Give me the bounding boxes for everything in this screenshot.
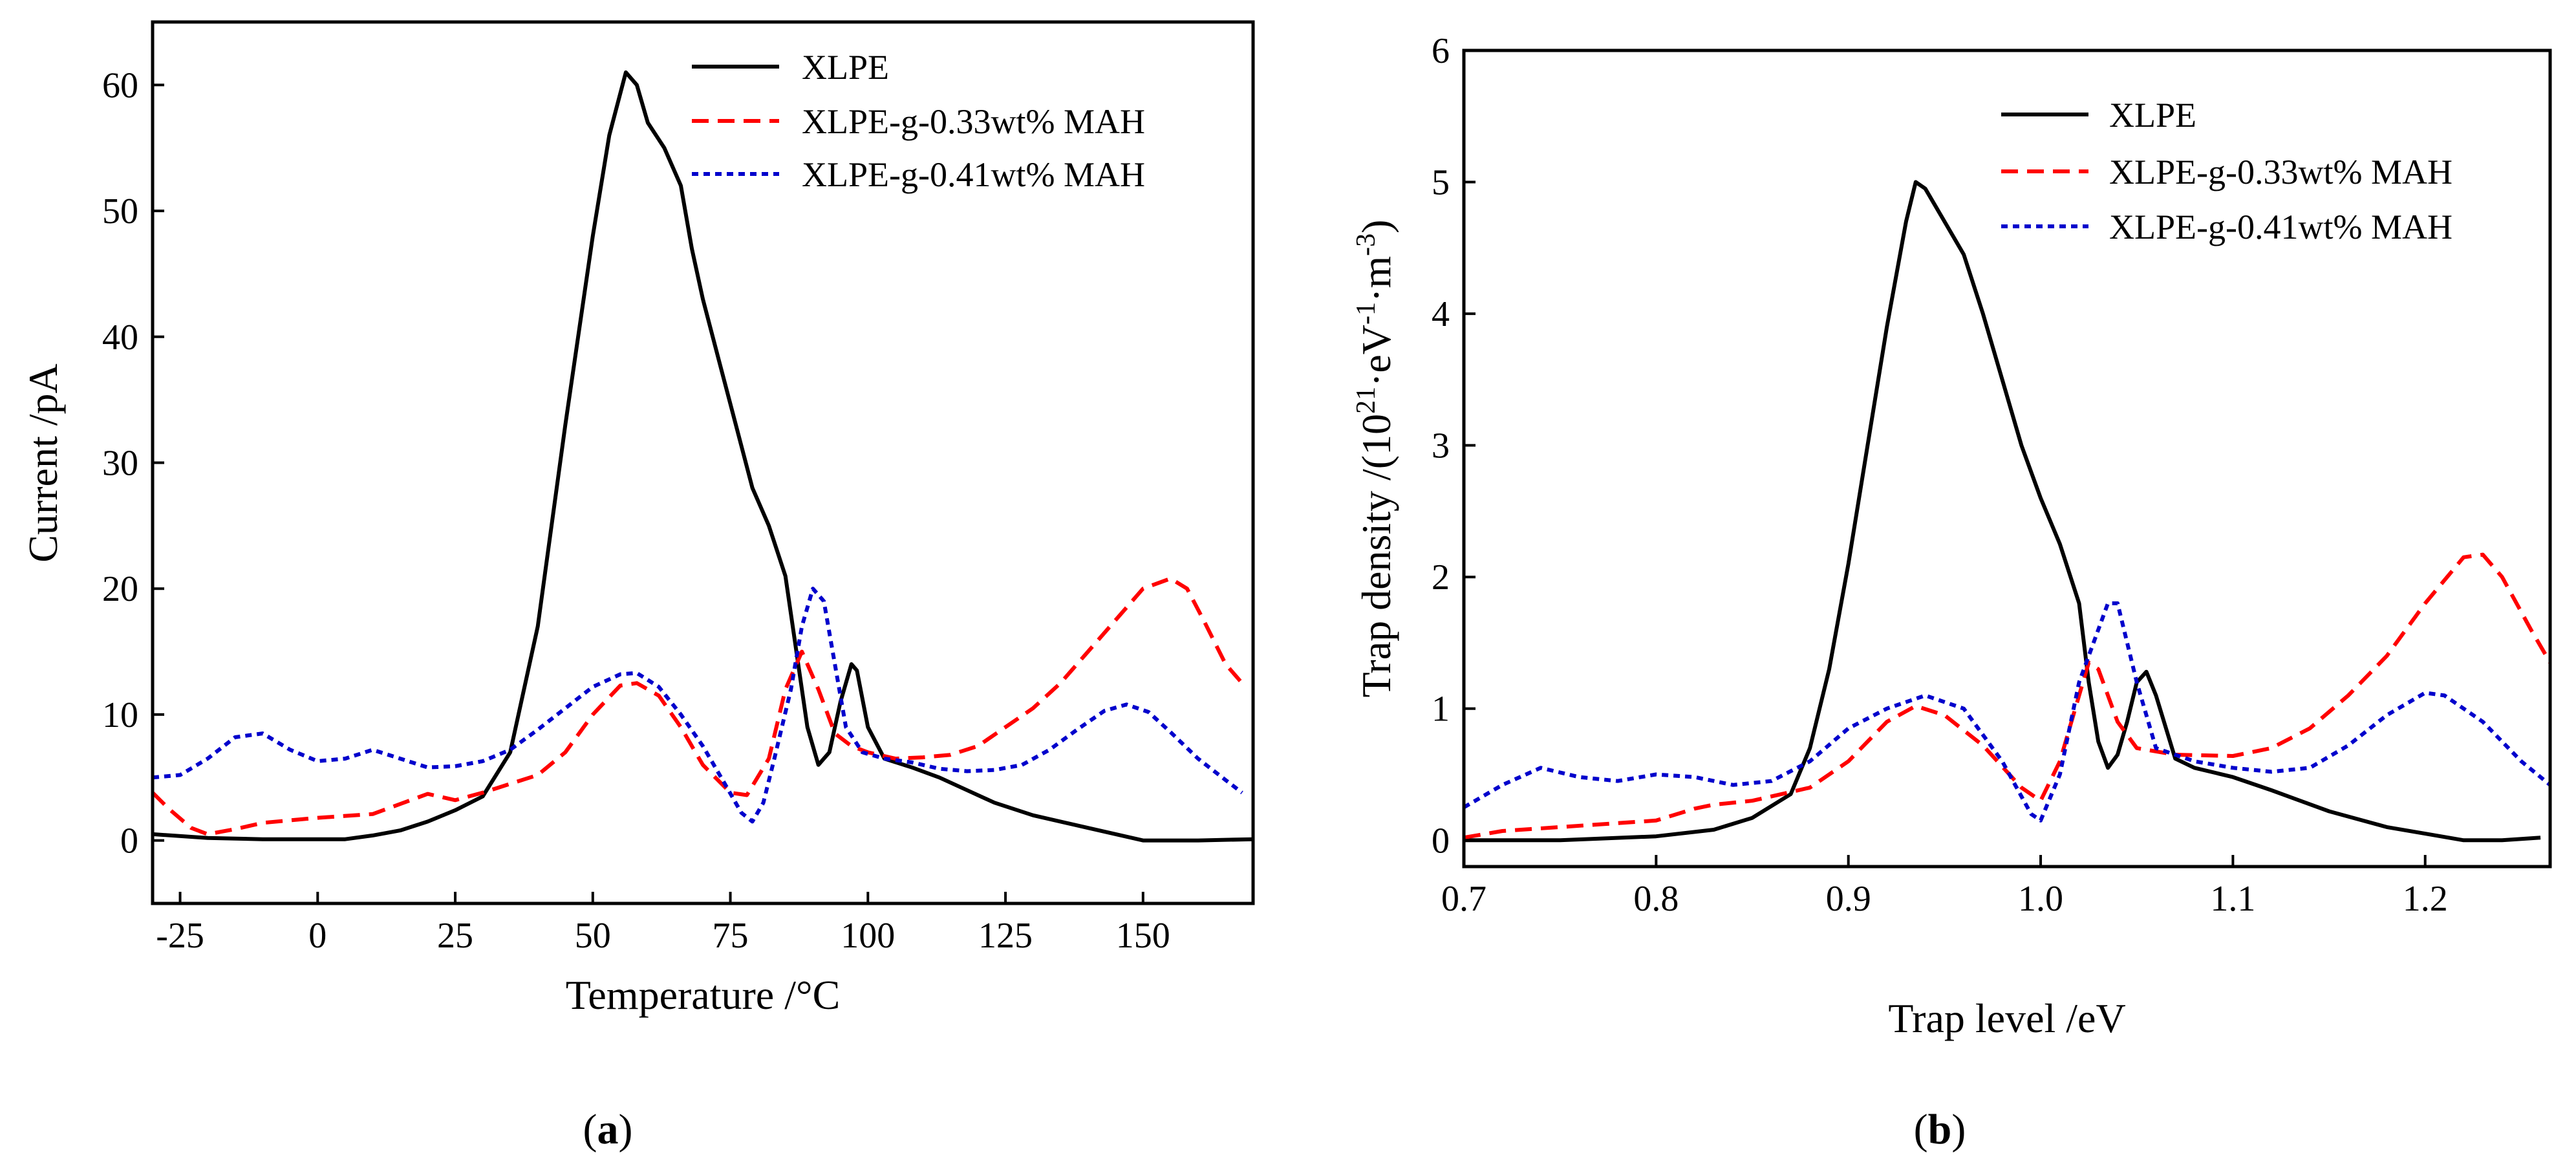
y-tick-label-a-1: 10	[102, 695, 138, 735]
panel-label-b: (b)	[1914, 1106, 1966, 1153]
y-tick-label-b-0: 0	[1432, 821, 1450, 861]
y-tick-label-a-2: 20	[102, 569, 138, 609]
x-tick-label-b-1: 0.8	[1633, 879, 1679, 919]
x-tick-label-b-0: 0.7	[1441, 879, 1487, 919]
x-tick-label-b-2: 0.9	[1826, 879, 1871, 919]
series-b-xlpe-line	[1464, 180, 2541, 843]
x-tick-label-a-7: 150	[1116, 916, 1170, 956]
chart-panel-a: -25 0 25 50 75 100 125 150 0 10 20 30 40 50 60 XLPE X…	[20, 20, 1255, 1153]
legend-b: XLPE XLPE-g-0.33wt% MAH XLPE-g-0.41wt% M…	[2001, 96, 2453, 246]
legend-b-mah033-label: XLPE-g-0.33wt% MAH	[2109, 153, 2453, 191]
x-tick-label-b-5: 1.2	[2403, 879, 2448, 919]
x-tick-label-a-4: 75	[713, 916, 749, 956]
panel-label-a: (a)	[583, 1106, 633, 1153]
x-tick-label-a-5: 100	[841, 916, 895, 956]
y-ticks-a: 0 10 20 30 40 50 60	[102, 65, 164, 861]
chart-panel-b: 0.7 0.8 0.9 1.0 1.1 1.2 0 1 2 3 4 5 6 XLPE XLPE-g-0…	[1351, 31, 2552, 1153]
x-axis-title-b: Trap level /eV	[1888, 995, 2125, 1041]
x-axis-title-a: Temperature /°C	[566, 972, 841, 1018]
y-tick-label-b-5: 5	[1432, 163, 1450, 203]
y-tick-label-a-3: 30	[102, 444, 138, 484]
legend-a-mah041-label: XLPE-g-0.41wt% MAH	[802, 155, 1145, 194]
legend-b-xlpe-label: XLPE	[2109, 96, 2196, 135]
y-ticks-b: 0 1 2 3 4 5 6	[1432, 31, 1476, 861]
plot-series-b	[1464, 180, 2550, 843]
series-a-mah033-line	[153, 576, 1244, 836]
x-tick-label-b-3: 1.0	[2018, 879, 2063, 919]
y-tick-label-b-2: 2	[1432, 557, 1450, 598]
plot-frame-b	[1462, 49, 2552, 869]
y-tick-label-b-3: 3	[1432, 426, 1450, 466]
series-a-mah041-line	[153, 587, 1243, 824]
y-tick-label-a-5: 50	[102, 191, 138, 232]
x-tick-label-a-0: -25	[156, 916, 204, 956]
y-tick-label-b-4: 4	[1432, 294, 1450, 334]
y-tick-label-a-6: 60	[102, 65, 138, 105]
legend-a-mah033-label: XLPE-g-0.33wt% MAH	[802, 102, 1145, 141]
series-b-mah033-line	[1464, 552, 2550, 840]
y-tick-label-b-1: 1	[1432, 689, 1450, 729]
x-tick-label-a-6: 125	[978, 916, 1033, 956]
y-axis-title-b: Trap density /(1021·eV-1·m-3)	[1351, 220, 1399, 698]
y-tick-label-a-0: 0	[120, 821, 138, 861]
series-a-xlpe-line	[153, 70, 1253, 843]
legend-a: XLPE XLPE-g-0.33wt% MAH XLPE-g-0.41wt% M…	[692, 48, 1145, 194]
legend-a-xlpe-label: XLPE	[802, 48, 889, 87]
x-ticks-b: 0.7 0.8 0.9 1.0 1.1 1.2	[1441, 855, 2448, 919]
x-tick-label-a-3: 50	[575, 916, 611, 956]
y-tick-label-a-4: 40	[102, 318, 138, 358]
x-tick-label-a-2: 25	[437, 916, 473, 956]
plot-series-a	[153, 70, 1253, 843]
x-tick-label-b-4: 1.1	[2210, 879, 2255, 919]
plot-frame-a	[151, 20, 1255, 905]
x-ticks-a: -25 0 25 50 75 100 125 150	[156, 892, 1170, 956]
x-tick-label-a-1: 0	[308, 916, 327, 956]
series-b-mah041-line	[1464, 601, 2550, 823]
legend-b-mah041-label: XLPE-g-0.41wt% MAH	[2109, 208, 2453, 246]
y-axis-title-a: Current /pA	[20, 363, 66, 563]
y-tick-label-b-6: 6	[1432, 31, 1450, 71]
